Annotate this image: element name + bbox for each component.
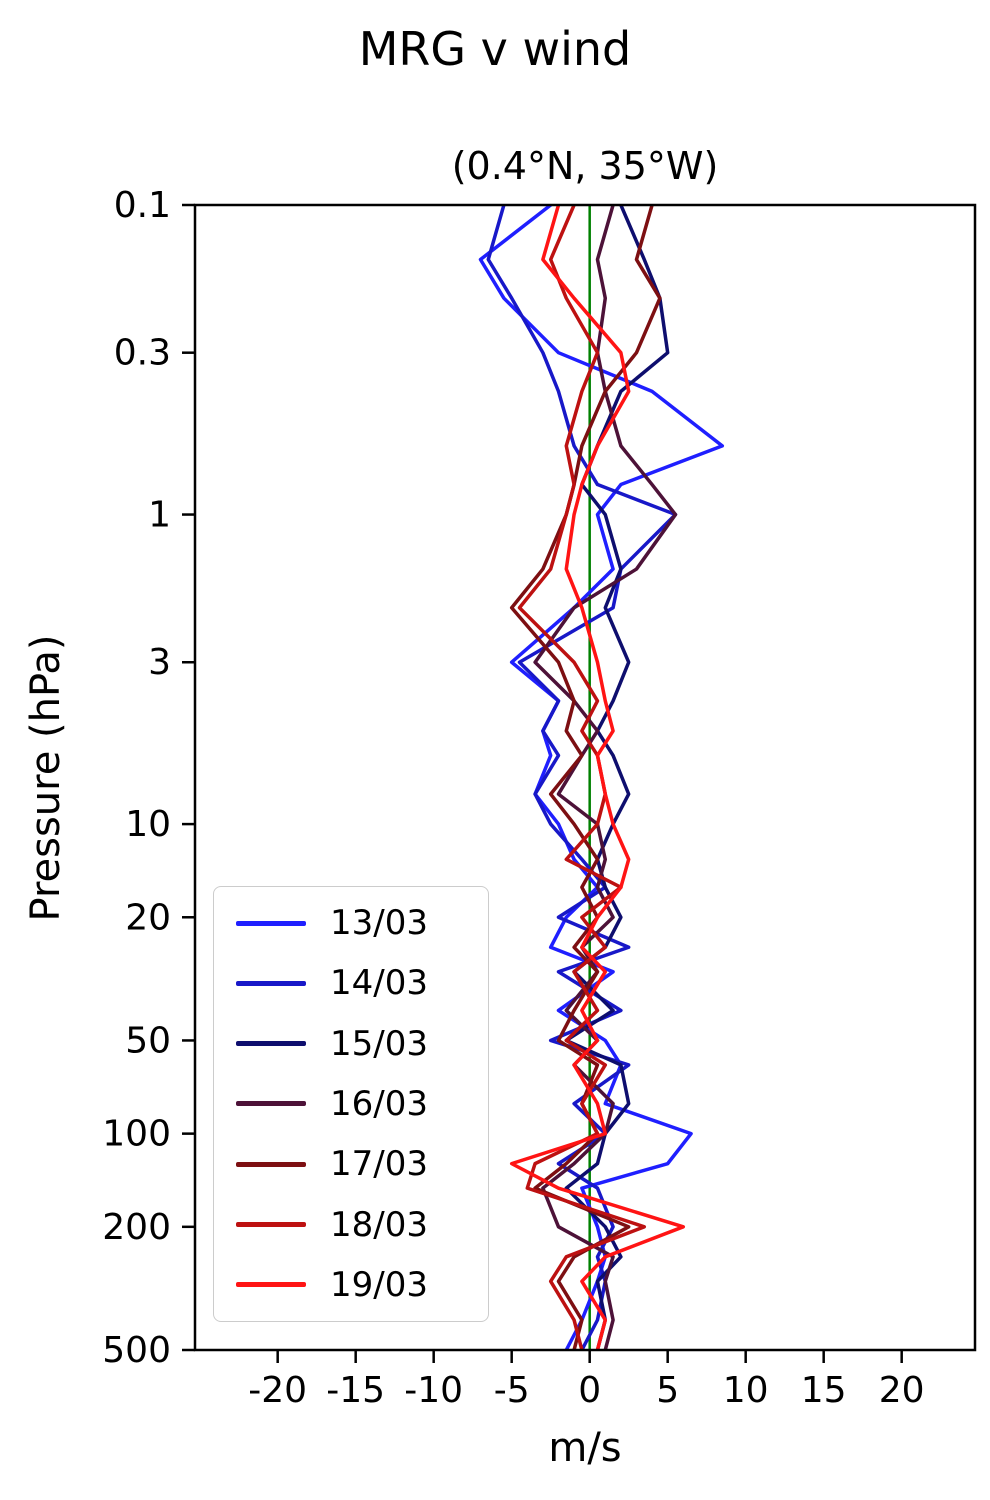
x-tick-label: -10 bbox=[404, 1370, 463, 1411]
legend-item-15-03: 15/03 bbox=[236, 1024, 466, 1064]
legend-item-17-03: 17/03 bbox=[236, 1144, 466, 1184]
y-tick-label: 100 bbox=[102, 1114, 171, 1155]
legend-label: 13/03 bbox=[330, 903, 428, 943]
plot-border bbox=[193, 203, 977, 1352]
y-tick-label: 500 bbox=[102, 1330, 171, 1371]
x-tick-label: 15 bbox=[801, 1370, 847, 1411]
axes-subtitle: (0.4°N, 35°W) bbox=[451, 144, 719, 188]
series-line-14-03 bbox=[486, 205, 678, 1350]
series-line-18-03 bbox=[517, 205, 647, 1350]
y-tick-label: 10 bbox=[125, 804, 171, 845]
series-line-19-03 bbox=[509, 205, 686, 1350]
x-axis-label: m/s bbox=[548, 1425, 622, 1471]
y-tick-label: 3 bbox=[148, 642, 171, 683]
x-tick-label: -5 bbox=[494, 1370, 530, 1411]
y-tick-label: 200 bbox=[102, 1207, 171, 1248]
legend-swatch bbox=[236, 1101, 306, 1107]
series-line-13-03 bbox=[478, 205, 725, 1350]
y-tick-label: 50 bbox=[125, 1020, 171, 1061]
x-tick-label: 20 bbox=[879, 1370, 925, 1411]
series-line-16-03 bbox=[533, 205, 678, 1350]
legend-item-18-03: 18/03 bbox=[236, 1205, 466, 1245]
legend-swatch bbox=[236, 1041, 306, 1047]
legend-swatch bbox=[236, 920, 306, 926]
x-tick-label: 0 bbox=[578, 1370, 601, 1411]
legend-item-19-03: 19/03 bbox=[236, 1265, 466, 1305]
legend-label: 17/03 bbox=[330, 1144, 428, 1185]
y-tick-label: 0.3 bbox=[114, 333, 171, 374]
legend-swatch bbox=[236, 1282, 306, 1288]
y-tick-label: 1 bbox=[148, 495, 171, 536]
x-tick-label: 5 bbox=[656, 1370, 679, 1411]
legend-label: 15/03 bbox=[330, 1023, 428, 1064]
x-tick-label: -15 bbox=[326, 1370, 385, 1411]
legend-swatch bbox=[236, 1161, 306, 1167]
y-tick-label: 20 bbox=[125, 897, 171, 938]
legend-item-13-03: 13/03 bbox=[236, 903, 466, 943]
y-tick-label: 0.1 bbox=[114, 185, 171, 226]
x-tick-label: 10 bbox=[723, 1370, 769, 1411]
legend-swatch bbox=[236, 980, 306, 986]
legend-label: 18/03 bbox=[330, 1204, 428, 1245]
legend-item-14-03: 14/03 bbox=[236, 963, 466, 1003]
legend-item-16-03: 16/03 bbox=[236, 1084, 466, 1124]
legend-label: 19/03 bbox=[330, 1264, 428, 1305]
x-tick-label: -20 bbox=[248, 1370, 307, 1411]
legend-swatch bbox=[236, 1222, 306, 1228]
legend-label: 14/03 bbox=[330, 963, 428, 1004]
legend-box: 13/03 14/03 15/03 16/03 17/03 18/03 19/03 bbox=[213, 886, 489, 1322]
figure-title: MRG v wind bbox=[358, 22, 632, 76]
legend-label: 16/03 bbox=[330, 1083, 428, 1124]
